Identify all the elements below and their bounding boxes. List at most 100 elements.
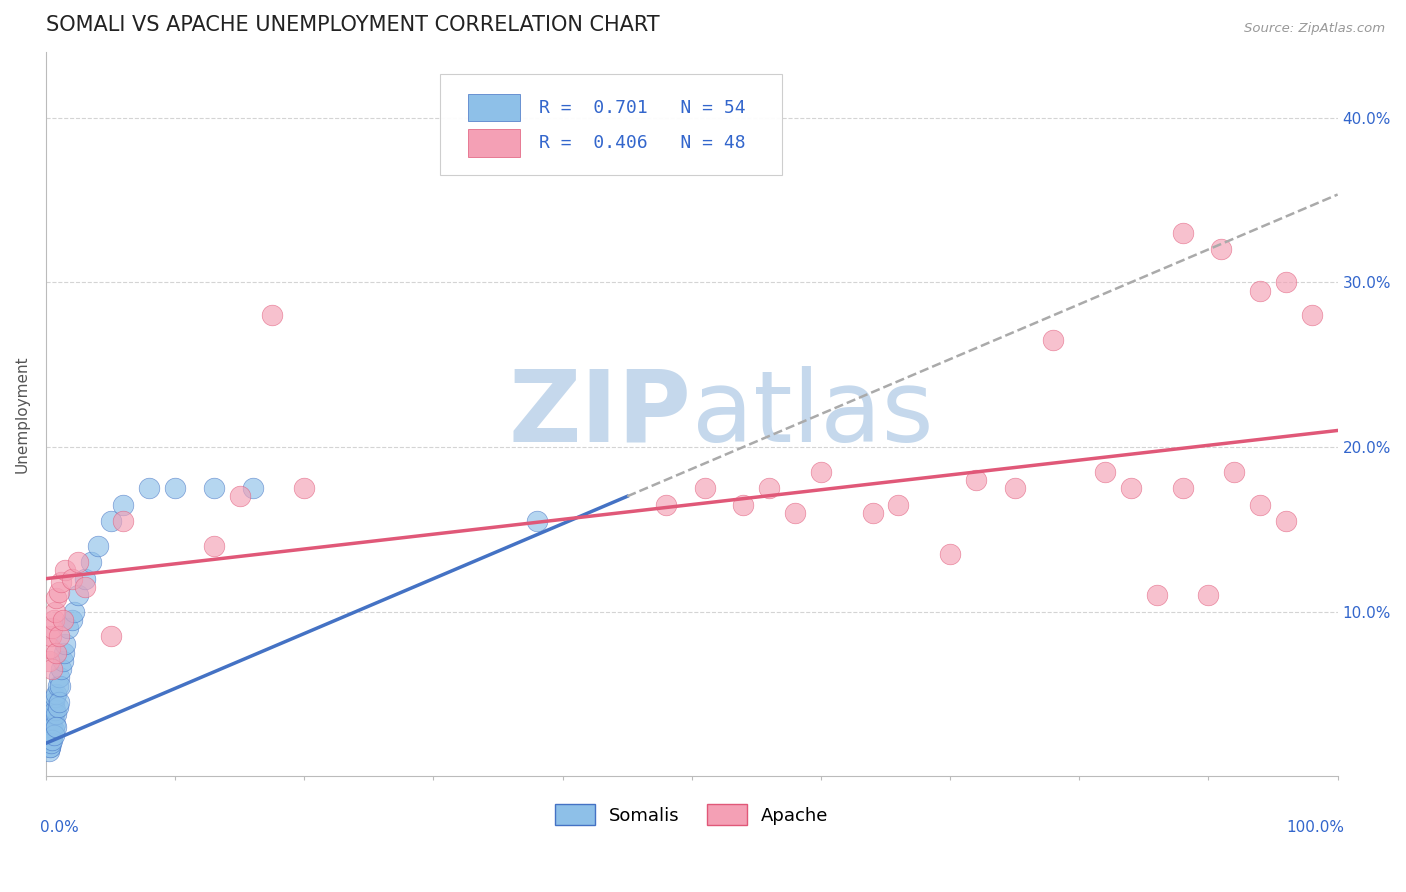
Point xyxy=(63,605,86,619)
Point xyxy=(1042,333,1064,347)
Point xyxy=(45,706,67,721)
Point xyxy=(242,481,264,495)
Point xyxy=(228,489,250,503)
Point xyxy=(42,706,65,721)
Point xyxy=(48,695,70,709)
Point xyxy=(56,621,79,635)
Point xyxy=(165,481,187,495)
Point xyxy=(41,712,63,726)
FancyBboxPatch shape xyxy=(440,73,782,175)
Point xyxy=(526,514,548,528)
Point xyxy=(45,591,67,606)
Point xyxy=(41,728,63,742)
Point xyxy=(44,605,66,619)
Point xyxy=(48,584,70,599)
Point xyxy=(38,716,60,731)
Point xyxy=(42,723,65,737)
Text: R =  0.406   N = 48: R = 0.406 N = 48 xyxy=(540,134,747,153)
Point xyxy=(48,670,70,684)
Point xyxy=(51,574,73,589)
Point xyxy=(1249,498,1271,512)
Point xyxy=(51,662,73,676)
Point xyxy=(138,481,160,495)
Point xyxy=(260,308,283,322)
Point xyxy=(49,679,72,693)
Point xyxy=(939,547,962,561)
Point xyxy=(1275,275,1298,289)
Point xyxy=(862,506,884,520)
Point xyxy=(37,736,59,750)
Text: SOMALI VS APACHE UNEMPLOYMENT CORRELATION CHART: SOMALI VS APACHE UNEMPLOYMENT CORRELATIO… xyxy=(46,15,659,35)
Y-axis label: Unemployment: Unemployment xyxy=(15,355,30,473)
Point xyxy=(52,654,75,668)
Point xyxy=(810,465,832,479)
Point xyxy=(39,716,62,731)
Text: ZIP: ZIP xyxy=(509,366,692,463)
Point xyxy=(48,629,70,643)
Point xyxy=(46,700,69,714)
Point xyxy=(758,481,780,495)
Point xyxy=(1094,465,1116,479)
Point xyxy=(1275,514,1298,528)
FancyBboxPatch shape xyxy=(468,129,520,157)
Point xyxy=(1171,481,1194,495)
Point xyxy=(1211,243,1233,257)
FancyBboxPatch shape xyxy=(468,94,520,121)
Point xyxy=(785,506,807,520)
Point xyxy=(45,646,67,660)
Point xyxy=(53,563,76,577)
Point xyxy=(38,728,60,742)
Point xyxy=(73,580,96,594)
Point xyxy=(38,712,60,726)
Point xyxy=(38,720,60,734)
Point xyxy=(112,498,135,512)
Point xyxy=(1198,588,1220,602)
Point xyxy=(41,720,63,734)
Point xyxy=(1171,226,1194,240)
Point xyxy=(693,481,716,495)
Point xyxy=(38,640,60,655)
Point xyxy=(1249,284,1271,298)
Point xyxy=(887,498,910,512)
Point xyxy=(44,716,66,731)
Point xyxy=(39,733,62,747)
Point xyxy=(38,739,60,754)
Point xyxy=(60,572,83,586)
Point xyxy=(39,629,62,643)
Point xyxy=(100,514,122,528)
Point xyxy=(60,613,83,627)
Point xyxy=(44,690,66,705)
Point xyxy=(42,613,65,627)
Point xyxy=(733,498,755,512)
Point xyxy=(53,638,76,652)
Point xyxy=(42,695,65,709)
Legend: Somalis, Apache: Somalis, Apache xyxy=(548,797,835,832)
Point xyxy=(45,687,67,701)
Point xyxy=(86,539,108,553)
Point xyxy=(965,473,987,487)
Text: Source: ZipAtlas.com: Source: ZipAtlas.com xyxy=(1244,22,1385,36)
Point xyxy=(46,679,69,693)
Point xyxy=(41,662,63,676)
Point xyxy=(655,498,678,512)
Point xyxy=(202,481,225,495)
Point xyxy=(37,728,59,742)
Point xyxy=(1301,308,1323,322)
Point xyxy=(1119,481,1142,495)
Point xyxy=(39,736,62,750)
Point xyxy=(41,621,63,635)
Point xyxy=(38,723,60,737)
Point xyxy=(202,539,225,553)
Point xyxy=(67,588,90,602)
Point xyxy=(1223,465,1246,479)
Point xyxy=(53,646,76,660)
Point xyxy=(39,706,62,721)
Point xyxy=(41,733,63,747)
Point xyxy=(52,613,75,627)
Text: R =  0.701   N = 54: R = 0.701 N = 54 xyxy=(540,99,747,117)
Point xyxy=(112,514,135,528)
Point xyxy=(41,703,63,717)
Point xyxy=(100,629,122,643)
Point xyxy=(73,572,96,586)
Point xyxy=(38,733,60,747)
